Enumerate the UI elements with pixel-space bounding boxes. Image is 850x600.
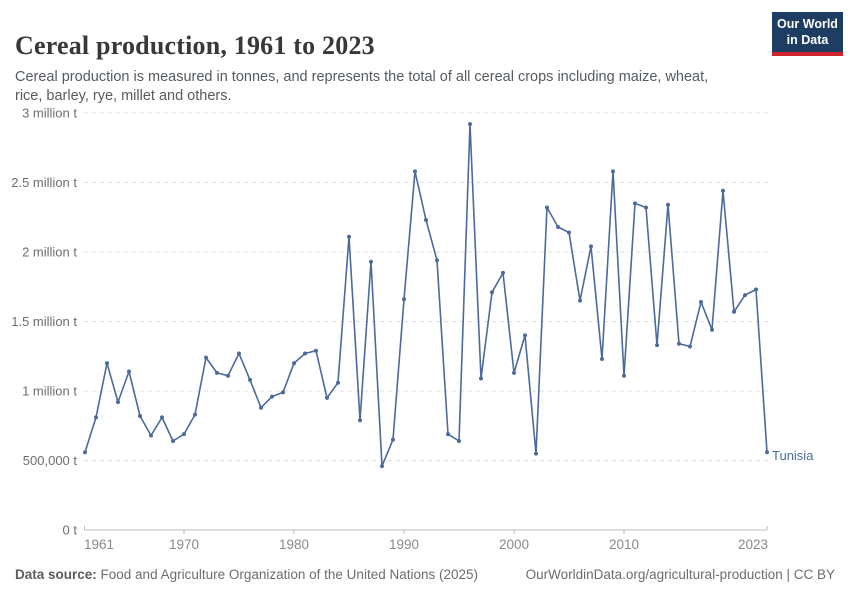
data-line [84, 123, 768, 467]
data-point [490, 290, 494, 295]
data-source-line: Data source: Food and Agriculture Organi… [15, 567, 478, 582]
data-point [237, 351, 241, 356]
data-point [138, 414, 142, 418]
data-point [127, 369, 131, 374]
data-point [765, 450, 769, 455]
data-point [105, 361, 109, 366]
data-point [677, 341, 681, 346]
data-point [512, 370, 516, 375]
data-point [402, 297, 406, 302]
owid-logo: Our World in Data [772, 12, 843, 57]
data-point [424, 218, 428, 222]
data-point [336, 380, 340, 385]
data-point [281, 390, 285, 395]
data-point [292, 361, 296, 366]
data-point [534, 451, 538, 456]
data-point [160, 415, 164, 420]
data-point [567, 230, 571, 235]
data-point [501, 270, 505, 275]
series-label-tunisia: Tunisia [772, 448, 814, 463]
y-tick-label: 1.5 million t [11, 314, 77, 329]
y-tick-label: 500,000 t [23, 453, 78, 468]
data-point [523, 333, 527, 338]
data-point [314, 348, 318, 353]
data-point [182, 432, 186, 437]
data-point [83, 450, 87, 455]
x-tick-label: 1980 [279, 537, 309, 552]
footer-link[interactable]: OurWorldinData.org/agricultural-producti… [525, 567, 835, 582]
chart-subtitle: Cereal production is measured in tonnes,… [15, 68, 709, 104]
data-point [149, 433, 153, 438]
data-point [446, 432, 450, 437]
data-point [468, 122, 472, 127]
data-point [589, 244, 593, 249]
data-point [699, 300, 703, 304]
data-point [325, 395, 329, 400]
data-point [754, 287, 758, 292]
data-point [479, 376, 483, 381]
data-point [611, 169, 615, 174]
x-tick-label: 1961 [84, 537, 114, 552]
data-point [226, 373, 230, 378]
owid-logo-line2: in Data [786, 32, 829, 47]
y-tick-label: 0 t [63, 523, 78, 538]
data-point [358, 418, 362, 423]
data-point [435, 258, 439, 263]
y-tick-label: 2.5 million t [11, 175, 77, 190]
chart-title: Cereal production, 1961 to 2023 [15, 31, 375, 61]
data-point [666, 202, 670, 207]
data-point [644, 205, 648, 210]
data-point [457, 439, 461, 443]
x-tick-label: 2000 [499, 537, 529, 552]
y-tick-label: 1 million t [22, 384, 77, 399]
data-point [721, 188, 725, 193]
data-point [413, 169, 417, 174]
y-tick-label: 3 million t [22, 106, 77, 121]
data-point [193, 412, 197, 417]
data-point [94, 415, 98, 420]
data-point [732, 309, 736, 314]
data-point [743, 293, 747, 298]
data-point [215, 370, 219, 375]
data-point [710, 327, 714, 332]
x-tick-label: 2010 [609, 537, 639, 552]
data-source-label: Data source: [15, 567, 97, 582]
data-point [633, 201, 637, 206]
data-point [391, 437, 395, 442]
data-point [248, 377, 252, 382]
x-tick-label: 1970 [169, 537, 199, 552]
data-point [655, 343, 659, 348]
x-tick-label: 2023 [738, 537, 768, 552]
data-source-text: Food and Agriculture Organization of the… [96, 567, 479, 582]
data-point [171, 439, 175, 443]
x-tick-label: 1990 [389, 537, 419, 552]
data-point [303, 351, 307, 356]
data-point [204, 355, 208, 360]
data-point [688, 344, 692, 349]
data-point [622, 373, 626, 378]
data-point [270, 394, 274, 399]
y-tick-label: 2 million t [22, 245, 77, 260]
owid-logo-line1: Our World [777, 17, 838, 31]
data-point [347, 234, 351, 239]
data-point [369, 259, 373, 264]
data-point [259, 405, 263, 410]
data-point [380, 464, 384, 469]
data-point [600, 357, 604, 361]
footer: Data source: Food and Agriculture Organi… [15, 567, 835, 582]
data-point [116, 400, 120, 405]
data-point [545, 205, 549, 210]
data-point [578, 298, 582, 303]
data-point [556, 225, 560, 229]
